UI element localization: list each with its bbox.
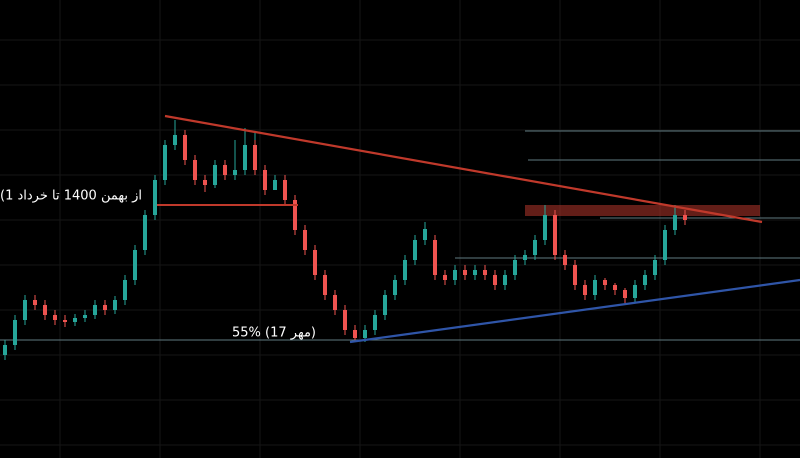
range-annotation: (از بهمن 1400 تا خرداد 1: [0, 189, 142, 204]
resistance-trendline: [164, 114, 763, 224]
horizontal-levels: [0, 130, 800, 341]
candles-up: [3, 135, 677, 355]
grid-vertical: [59, 0, 761, 458]
support-trendline: [349, 278, 800, 344]
candles-down: [33, 135, 687, 338]
grid-horizontal: [0, 39, 800, 446]
resistance-zone: [525, 205, 760, 216]
low-annotation: 55% (17 مهر): [232, 326, 316, 341]
